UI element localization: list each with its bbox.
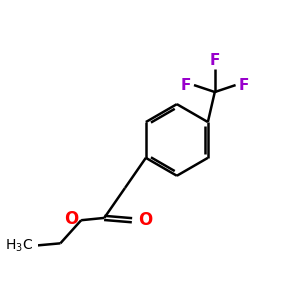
Text: F: F [180, 78, 190, 93]
Text: F: F [210, 53, 220, 68]
Text: F: F [239, 78, 249, 93]
Text: O: O [64, 210, 78, 228]
Text: H$_3$C: H$_3$C [4, 237, 33, 254]
Text: O: O [138, 211, 152, 229]
